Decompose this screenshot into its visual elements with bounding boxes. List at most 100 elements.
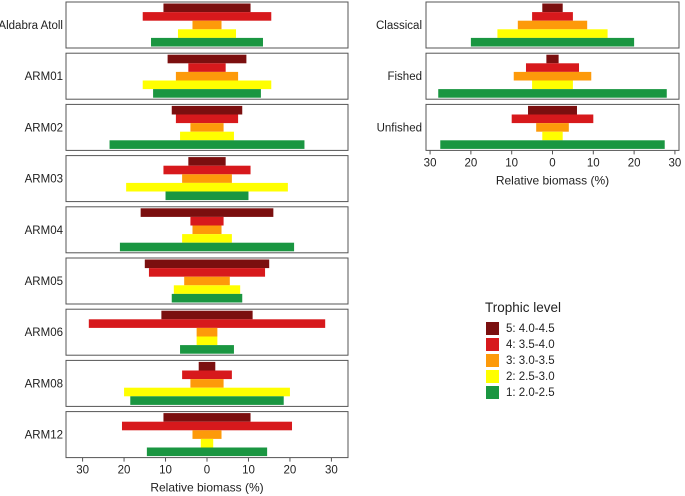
bar-classical-level-3 [517, 20, 588, 30]
bar-arm03-level-2 [126, 182, 288, 192]
bar-classical-level-4 [532, 12, 573, 21]
bar-arm08-level-1 [130, 396, 284, 405]
x-tick-label: 0 [549, 157, 555, 169]
panel-arm03: ARM03 [25, 155, 349, 203]
bar-unfished-level-5 [528, 105, 577, 115]
bar-arm04-level-3 [192, 225, 222, 235]
legend-swatch-4 [486, 338, 499, 351]
bar-aldabra-atoll-level-5 [163, 3, 251, 13]
left-x-axis-title: Relative biomass (%) [150, 481, 263, 495]
panel-aldabra-atoll: Aldabra Atoll [0, 1, 349, 49]
bar-aldabra-atoll-level-4 [142, 12, 272, 21]
bar-arm08-level-5 [198, 361, 216, 371]
bar-classical-level-5 [542, 3, 563, 13]
bar-arm12-level-1 [146, 447, 268, 457]
legend-title: Trophic level [485, 300, 561, 315]
bar-fished-level-1 [438, 89, 667, 98]
bar-arm08-level-3 [190, 379, 224, 388]
bar-aldabra-atoll-level-3 [192, 20, 222, 30]
bar-arm01-level-2 [142, 80, 272, 90]
right-x-axis-title: Relative biomass (%) [496, 173, 609, 187]
bar-arm04-level-4 [190, 216, 224, 226]
panel-label-arm08: ARM08 [25, 378, 63, 390]
bar-unfished-level-2 [542, 131, 563, 141]
left-x-axis: 30 20 10 0 10 20 30 Relative biomass (%) [76, 457, 338, 495]
bar-arm06-level-3 [196, 327, 218, 337]
x-tick-label: 30 [424, 157, 437, 169]
x-tick-label: 30 [76, 465, 89, 477]
legend-label-4: 4: 3.5-4.0 [506, 339, 555, 351]
bar-arm01-level-3 [175, 71, 239, 81]
x-tick-label: 10 [242, 465, 255, 477]
x-tick-label: 10 [587, 157, 600, 169]
bar-arm12-level-3 [192, 430, 222, 439]
panel-fished: Fished [387, 52, 680, 100]
legend-swatch-1 [486, 386, 499, 399]
bar-aldabra-atoll-level-1 [151, 37, 263, 47]
right-chart-category-panels: Classical Fished Unfished 30 20 10 0 10 20 30 Rela… [376, 1, 682, 187]
panel-arm08: ARM08 [25, 359, 349, 407]
panel-classical: Classical [376, 1, 680, 49]
bar-arm06-level-4 [88, 319, 326, 328]
legend-label-1: 1: 2.0-2.5 [506, 387, 555, 399]
panel-label-unfished: Unfished [377, 122, 422, 134]
bar-arm03-level-3 [182, 174, 232, 183]
bar-arm05-level-3 [184, 276, 230, 286]
panel-arm02: ARM02 [25, 103, 349, 151]
bar-arm02-level-3 [190, 123, 224, 132]
panel-label-arm04: ARM04 [25, 225, 64, 237]
bar-arm06-level-1 [180, 345, 234, 354]
panel-label-arm05: ARM05 [25, 276, 63, 288]
bar-arm12-level-2 [200, 438, 214, 448]
legend-label-3: 3: 3.0-3.5 [506, 355, 555, 367]
bar-classical-level-1 [470, 37, 635, 47]
legend-swatch-5 [486, 322, 499, 335]
right-x-axis: 30 20 10 0 10 20 30 Relative biomass (%) [424, 150, 682, 187]
bar-fished-level-3 [513, 71, 592, 81]
panel-label-fished: Fished [387, 71, 422, 83]
legend-swatch-2 [486, 370, 499, 383]
bar-arm02-level-4 [175, 114, 239, 124]
panel-label-classical: Classical [376, 20, 422, 32]
bar-unfished-level-1 [440, 140, 665, 149]
bar-fished-level-4 [525, 63, 580, 72]
bar-arm02-level-1 [109, 140, 305, 149]
panel-arm04: ARM04 [25, 206, 349, 254]
legend-label-2: 2: 2.5-3.0 [506, 371, 555, 383]
panel-arm05: ARM05 [25, 257, 349, 305]
x-tick-label: 10 [505, 157, 518, 169]
bar-arm05-level-2 [173, 285, 241, 294]
bar-arm01-level-1 [153, 89, 261, 98]
bar-arm03-level-1 [165, 191, 249, 201]
bar-arm02-level-5 [171, 105, 243, 115]
legend: Trophic level 5: 4.0-4.5 4: 3.5-4.0 3: 3… [485, 300, 561, 399]
bar-fished-level-2 [532, 80, 573, 90]
panel-label-arm02: ARM02 [25, 122, 63, 134]
bar-arm12-level-5 [163, 413, 251, 422]
panel-label-arm06: ARM06 [25, 327, 63, 339]
panel-arm06: ARM06 [25, 308, 349, 356]
bar-arm06-level-2 [196, 336, 218, 346]
x-tick-label: 20 [628, 157, 641, 169]
bar-arm05-level-5 [144, 259, 270, 269]
bar-arm05-level-1 [171, 293, 243, 303]
panel-unfished: Unfished [377, 103, 680, 151]
x-tick-label: 20 [464, 157, 477, 169]
panel-label-aldabra-atoll: Aldabra Atoll [0, 20, 63, 32]
panel-label-arm01: ARM01 [25, 71, 63, 83]
bar-classical-level-2 [497, 29, 608, 38]
bar-arm05-level-4 [148, 268, 266, 277]
x-tick-label: 30 [669, 157, 682, 169]
bar-arm04-level-1 [119, 242, 295, 252]
bar-aldabra-atoll-level-2 [177, 29, 237, 38]
bar-arm12-level-4 [121, 421, 293, 431]
bar-arm02-level-2 [180, 131, 234, 141]
bar-arm03-level-5 [188, 157, 226, 166]
panel-label-arm03: ARM03 [25, 174, 63, 186]
left-chart-site-panels: Aldabra Atoll ARM01 ARM02 ARM03 ARM04 ARM05 AR… [0, 1, 349, 495]
panel-arm12: ARM12 [25, 411, 349, 459]
x-tick-label: 20 [284, 465, 297, 477]
bar-arm08-level-2 [124, 387, 290, 397]
bar-unfished-level-4 [511, 114, 594, 124]
bar-unfished-level-3 [536, 123, 569, 132]
